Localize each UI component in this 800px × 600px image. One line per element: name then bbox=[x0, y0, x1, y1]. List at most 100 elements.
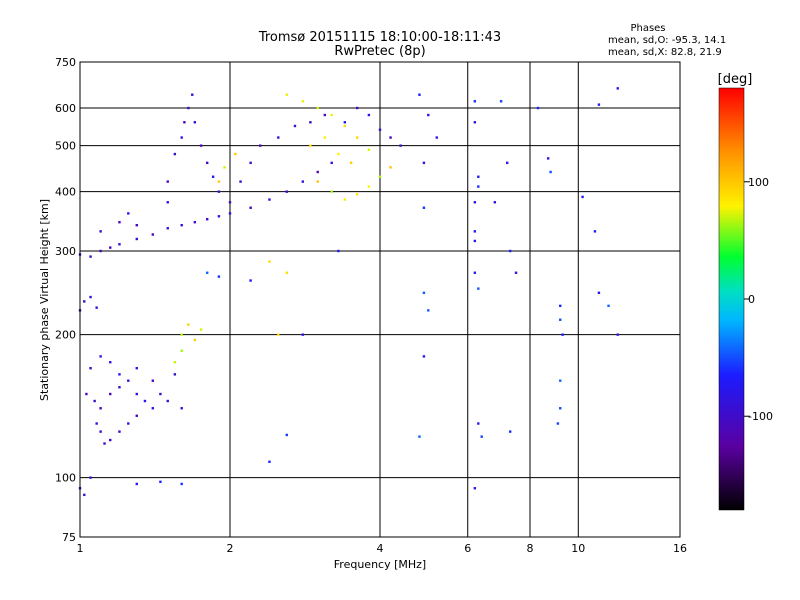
colorbar-gradient bbox=[718, 87, 745, 511]
data-point bbox=[505, 161, 509, 165]
colorbar-title: [deg] bbox=[718, 72, 753, 87]
data-point bbox=[493, 201, 497, 204]
colorbar: [deg] 100 0 -100 bbox=[718, 72, 773, 511]
data-point bbox=[330, 190, 333, 193]
data-point bbox=[473, 239, 477, 243]
data-point bbox=[166, 227, 169, 230]
data-point bbox=[249, 206, 252, 209]
data-point bbox=[223, 166, 226, 169]
data-point bbox=[435, 136, 438, 139]
data-point bbox=[109, 438, 112, 442]
data-point bbox=[135, 224, 138, 227]
data-point bbox=[180, 349, 183, 352]
data-point bbox=[556, 422, 560, 425]
data-point bbox=[151, 233, 155, 236]
data-point bbox=[193, 121, 197, 124]
data-point bbox=[217, 190, 221, 193]
data-point bbox=[166, 180, 169, 183]
title-line-2: RwPretec (8p) bbox=[334, 44, 425, 59]
data-point bbox=[355, 106, 359, 110]
data-point bbox=[559, 304, 562, 308]
title-line-1: Tromsø 20151115 18:10:00-18:11:43 bbox=[258, 30, 501, 45]
data-point bbox=[127, 212, 130, 215]
data-point bbox=[337, 249, 340, 253]
data-point bbox=[99, 355, 102, 358]
data-point bbox=[159, 480, 162, 484]
data-point bbox=[316, 106, 319, 110]
data-point bbox=[422, 206, 426, 209]
data-point bbox=[316, 170, 319, 174]
data-point bbox=[99, 407, 102, 410]
data-point bbox=[343, 124, 347, 128]
data-point bbox=[173, 373, 177, 376]
data-point bbox=[343, 198, 347, 201]
data-point bbox=[135, 366, 138, 370]
data-point bbox=[477, 287, 480, 290]
data-point bbox=[89, 366, 92, 370]
data-point bbox=[180, 482, 183, 486]
data-point bbox=[293, 124, 297, 128]
data-point bbox=[473, 100, 477, 103]
data-point bbox=[89, 295, 92, 299]
data-point bbox=[477, 185, 480, 188]
y-axis-ticks: 75 100 200 300 400 500 600 750 bbox=[55, 56, 76, 544]
data-point bbox=[349, 161, 353, 165]
data-point bbox=[549, 170, 552, 174]
phase-stats: Phases mean, sd,O: -95.3, 14.1 mean, sd,… bbox=[608, 23, 726, 58]
data-point bbox=[135, 482, 138, 486]
data-point bbox=[536, 106, 540, 110]
data-point bbox=[330, 161, 333, 165]
y-tick-label: 750 bbox=[55, 56, 76, 69]
data-point bbox=[477, 422, 480, 425]
data-point bbox=[228, 212, 232, 215]
stats-line-o: mean, sd,O: -95.3, 14.1 bbox=[608, 35, 726, 46]
data-point bbox=[217, 215, 221, 218]
data-point bbox=[559, 407, 562, 410]
series-x-trace bbox=[173, 93, 392, 364]
data-point bbox=[616, 333, 619, 336]
data-point bbox=[159, 392, 162, 396]
data-point bbox=[616, 87, 619, 90]
data-point bbox=[268, 460, 271, 463]
data-point bbox=[118, 373, 121, 376]
data-point bbox=[285, 271, 288, 274]
data-point bbox=[166, 399, 169, 403]
data-point bbox=[143, 399, 147, 403]
data-point bbox=[508, 249, 512, 253]
data-point bbox=[127, 379, 130, 382]
data-point bbox=[118, 386, 121, 389]
data-point bbox=[191, 93, 194, 96]
data-point bbox=[205, 161, 209, 165]
data-point bbox=[259, 144, 262, 147]
y-tick-label: 500 bbox=[55, 140, 76, 153]
data-point bbox=[422, 355, 426, 358]
data-point bbox=[367, 185, 371, 188]
data-point bbox=[473, 271, 477, 274]
data-point bbox=[343, 121, 347, 124]
data-point bbox=[301, 100, 305, 103]
data-point bbox=[277, 333, 280, 336]
data-point bbox=[316, 180, 319, 183]
data-point bbox=[389, 136, 392, 139]
data-point bbox=[193, 338, 197, 342]
data-point bbox=[597, 103, 601, 106]
data-point bbox=[211, 175, 215, 178]
data-point bbox=[109, 246, 112, 249]
data-point bbox=[268, 260, 271, 263]
data-point bbox=[249, 279, 252, 282]
data-point bbox=[499, 100, 503, 103]
colorbar-ticks: 100 0 -100 bbox=[744, 176, 773, 423]
data-point bbox=[581, 195, 584, 199]
data-point bbox=[180, 136, 183, 139]
data-point bbox=[118, 243, 121, 246]
data-point bbox=[193, 220, 197, 224]
data-point bbox=[151, 379, 155, 382]
data-point bbox=[277, 136, 280, 139]
data-point bbox=[418, 435, 421, 438]
data-point bbox=[427, 309, 430, 312]
data-point bbox=[399, 144, 402, 147]
data-point bbox=[127, 422, 130, 425]
data-point bbox=[301, 180, 305, 183]
data-point bbox=[285, 190, 288, 193]
data-point bbox=[323, 113, 327, 117]
